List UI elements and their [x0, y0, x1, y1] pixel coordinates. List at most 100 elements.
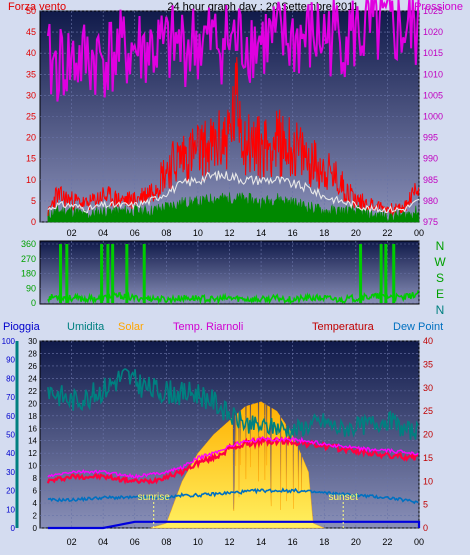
- temperature-panel: 0102030405060708090100024681012141618202…: [2, 336, 433, 547]
- temperature-xtick: 02: [67, 537, 77, 547]
- wind-xtick: 12: [224, 228, 234, 238]
- wind-ytick: 45: [26, 27, 36, 37]
- rain-ytick: 30: [28, 337, 37, 346]
- temperature-ytick: 5: [423, 500, 428, 510]
- direction-ytick: 270: [21, 254, 36, 264]
- humidity-ytick: 100: [2, 337, 16, 346]
- wind-series: [46, 0, 420, 223]
- direction-series: [47, 244, 420, 306]
- legend-solar: Solar: [118, 321, 144, 333]
- temperature-ytick: 0: [423, 523, 428, 533]
- wind-ytick: 35: [26, 69, 36, 79]
- compass-label: S: [436, 271, 444, 285]
- temperature-ytick: 15: [423, 453, 433, 463]
- wind-smoothed-series: [47, 170, 420, 214]
- rain-ytick: 16: [28, 424, 37, 433]
- rain-ytick: 22: [28, 387, 37, 396]
- temperature-xtick: 20: [351, 537, 361, 547]
- temperature-xtick: 00: [414, 537, 424, 547]
- wind-xticks: 02 04 06 08 10 12 14 16 18 20 22 00: [67, 228, 424, 238]
- temperature-xtick: 04: [98, 537, 108, 547]
- compass-label: N: [436, 303, 445, 317]
- wind-ytick: 0: [31, 217, 36, 227]
- humidity-ytick: 50: [6, 431, 15, 440]
- rain-ytick: 0: [33, 524, 38, 533]
- sunrise-label: sunrise: [138, 492, 171, 503]
- temperature-ytick: 40: [423, 336, 433, 346]
- direction-series-line: [47, 289, 420, 306]
- humidity-ytick: 90: [6, 356, 15, 365]
- wind-xtick: 08: [161, 228, 171, 238]
- wind-xtick: 16: [288, 228, 298, 238]
- wind-ytick: 15: [26, 154, 36, 164]
- wind-xtick: 22: [382, 228, 392, 238]
- compass-label: N: [436, 239, 445, 253]
- wind-ytick: 30: [26, 90, 36, 100]
- wind-ytick: 5: [31, 196, 36, 206]
- legend-humidity: Umidita: [67, 321, 105, 333]
- temperature-ytick: 25: [423, 406, 433, 416]
- compass-label: E: [436, 287, 444, 301]
- wind-xtick: 06: [130, 228, 140, 238]
- rain-ytick: 12: [28, 449, 37, 458]
- pressure-yticks: 975 980 985 990 995 1000 1005 1010 1015 1020 1025: [423, 6, 443, 227]
- direction-spike: [106, 244, 110, 303]
- legend-temperature: Temperatura: [312, 321, 375, 333]
- rain-ytick: 10: [28, 462, 37, 471]
- wind-xtick: 10: [193, 228, 203, 238]
- wind-xtick: 04: [98, 228, 108, 238]
- pressure-ytick: 985: [423, 175, 438, 185]
- temperature-xtick: 22: [382, 537, 392, 547]
- wind-xtick: 18: [319, 228, 329, 238]
- temperature-xtick: 08: [161, 537, 171, 547]
- humidity-ytick: 20: [6, 487, 15, 496]
- pressure-ytick: 1020: [423, 27, 443, 37]
- temperature-series: [46, 368, 421, 530]
- pressure-ytick: 1000: [423, 112, 443, 122]
- direction-spike: [111, 244, 115, 303]
- compass-label: W: [434, 255, 446, 269]
- direction-ytick: 180: [21, 269, 36, 279]
- rain-ytick: 20: [28, 399, 37, 408]
- wind-axis-title: Forza vento: [8, 1, 66, 13]
- rain-ytick: 14: [28, 437, 37, 446]
- wind-ytick: 20: [26, 133, 36, 143]
- direction-yticks: 0 90 180 270 360: [21, 239, 36, 308]
- temperature-xtick: 14: [256, 537, 266, 547]
- wind-ytick: 10: [26, 175, 36, 185]
- temperature-ytick: 30: [423, 383, 433, 393]
- wind-ytick: 50: [26, 6, 36, 16]
- wind-xtick: 00: [414, 228, 424, 238]
- pressure-ytick: 1010: [423, 69, 443, 79]
- pressure-ytick: 1005: [423, 90, 443, 100]
- rain-ytick: 24: [28, 374, 37, 383]
- legend-temp-internal: Temp. Riarnoli: [173, 321, 243, 333]
- wind-ytick: 25: [26, 112, 36, 122]
- wind-xtick: 14: [256, 228, 266, 238]
- temperature-axes: 0102030405060708090100024681012141618202…: [2, 336, 433, 533]
- humidity-ytick: 0: [11, 524, 16, 533]
- wind-avg-series: [47, 192, 420, 223]
- humidity-ytick: 30: [6, 468, 15, 477]
- direction-ytick: 90: [26, 283, 36, 293]
- wind-ytick: 40: [26, 48, 36, 58]
- pressure-ytick: 980: [423, 196, 438, 206]
- pressure-ytick: 990: [423, 154, 438, 164]
- dewpoint-series: [47, 487, 419, 505]
- rain-ytick: 18: [28, 412, 37, 421]
- humidity-series: [47, 368, 419, 442]
- humidity-ytick: 60: [6, 412, 15, 421]
- humidity-ytick: 80: [6, 374, 15, 383]
- wind-yticks: 0 5 10 15 20 25 30 35 40 45 50: [26, 6, 36, 227]
- direction-spike: [100, 244, 104, 303]
- direction-grid: [40, 241, 420, 304]
- humidity-ytick: 10: [6, 505, 15, 514]
- pressure-ytick: 995: [423, 133, 438, 143]
- direction-spike: [59, 244, 63, 303]
- legend-rain: Pioggia: [3, 321, 41, 333]
- direction-spike: [384, 244, 388, 303]
- wind-xtick: 02: [67, 228, 77, 238]
